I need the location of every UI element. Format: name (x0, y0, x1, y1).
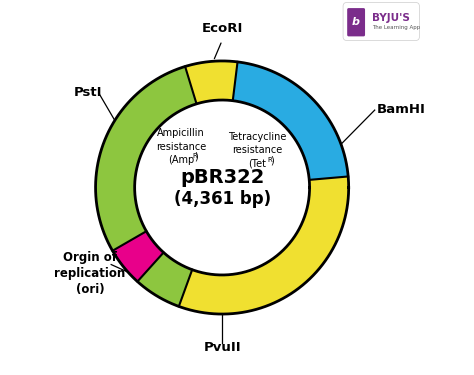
Text: (4,361 bp): (4,361 bp) (173, 190, 271, 208)
Text: Tetracycline
resistance
(Tet: Tetracycline resistance (Tet (228, 132, 287, 168)
Text: R: R (192, 153, 197, 159)
Text: PstI: PstI (74, 86, 102, 99)
Wedge shape (233, 62, 348, 180)
Text: Ampicillin
resistance
(Amp: Ampicillin resistance (Amp (156, 128, 206, 165)
FancyBboxPatch shape (343, 3, 419, 40)
Text: PvuII: PvuII (203, 341, 241, 354)
Wedge shape (96, 66, 197, 306)
Text: The Learning App: The Learning App (372, 25, 420, 30)
Text: b: b (352, 17, 360, 27)
Text: ): ) (270, 155, 273, 165)
Text: BYJU'S: BYJU'S (372, 13, 410, 23)
Text: ): ) (194, 152, 198, 162)
Text: BamHI: BamHI (376, 103, 426, 116)
Text: Orgin of
replication
(ori): Orgin of replication (ori) (55, 251, 126, 296)
FancyBboxPatch shape (347, 8, 365, 36)
Wedge shape (112, 231, 164, 282)
Text: R: R (267, 156, 272, 162)
Text: pBR322: pBR322 (180, 168, 264, 187)
Text: EcoRI: EcoRI (201, 22, 243, 35)
Wedge shape (96, 61, 349, 314)
